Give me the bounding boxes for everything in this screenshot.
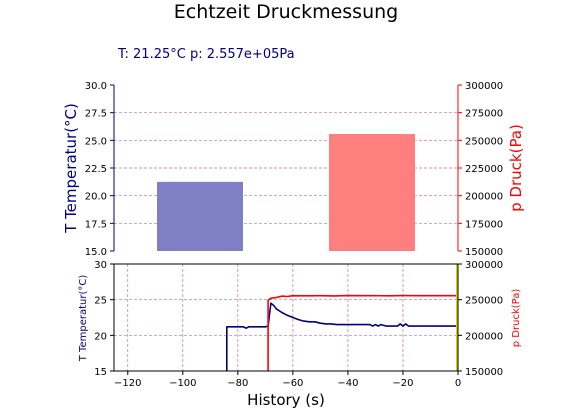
bottom-right-axis-label: p Druck(Pa) (511, 289, 522, 348)
bottom-left-tick-label: 25 (94, 296, 107, 307)
bottom-series (226, 264, 458, 371)
top-right-tick-label: 300000 (465, 81, 503, 92)
top-left-tick-label: 15.0 (85, 247, 107, 258)
bottom-grid (114, 264, 459, 371)
top-right-tick-label: 250000 (465, 136, 503, 147)
top-right-tick-label: 225000 (465, 164, 503, 175)
top-bars (157, 134, 415, 251)
bottom-x-tick-label: −80 (227, 378, 248, 389)
figure-title: Echtzeit Druckmessung (174, 1, 398, 23)
bottom-right-tick-label: 150000 (465, 367, 503, 378)
temperature-history-line (226, 302, 458, 371)
top-left-tick-label: 27.5 (85, 109, 107, 120)
pressure-history-line (267, 294, 458, 371)
top-left-tick-label: 20.0 (85, 192, 107, 203)
bottom-x-tick-label: −20 (392, 378, 413, 389)
bottom-axes: −120 −100 −80 −60 −40 −20 0 15 20 25 30 150000 20000… (94, 260, 503, 389)
bottom-x-tick-label: −100 (169, 378, 196, 389)
bottom-x-tick-label: −40 (337, 378, 358, 389)
top-right-axis-label: p Druck(Pa) (507, 124, 525, 212)
temperature-bar (157, 181, 243, 251)
bottom-left-axis-label: T Temperatur(°C) (78, 275, 89, 363)
bottom-x-axis-label: History (s) (247, 391, 325, 409)
bottom-right-tick-label: 300000 (465, 260, 503, 271)
top-left-tick-label: 17.5 (85, 219, 107, 230)
top-right-tick-label: 200000 (465, 192, 503, 203)
bottom-left-tick-label: 15 (94, 367, 107, 378)
top-left-tick-label: 30.0 (85, 81, 107, 92)
top-left-tick-label: 22.5 (85, 164, 107, 175)
top-right-tick-label: 275000 (465, 109, 503, 120)
live-readout: T: 21.25°C p: 2.557e+05Pa (117, 47, 295, 62)
pressure-bar (329, 134, 415, 251)
bottom-plot-frame (113, 263, 459, 372)
bottom-x-tick-label: −60 (282, 378, 303, 389)
bottom-right-tick-label: 200000 (465, 331, 503, 342)
bottom-left-tick-label: 30 (94, 260, 107, 271)
top-right-tick-label: 175000 (465, 219, 503, 230)
top-bar-chart: 15.0 17.5 20.0 22.5 25.0 27.5 30.0 150000 175000… (62, 81, 525, 258)
top-left-tick-label: 25.0 (85, 136, 107, 147)
top-left-axis-label: T Temperatur(°C) (62, 103, 80, 234)
bottom-line-chart: −120 −100 −80 −60 −40 −20 0 15 20 25 30 150000 20000… (78, 260, 522, 409)
bottom-right-tick-label: 250000 (465, 296, 503, 307)
top-axes: 15.0 17.5 20.0 22.5 25.0 27.5 30.0 150000 175000… (85, 81, 503, 258)
bottom-x-tick-label: −120 (114, 378, 141, 389)
bottom-left-tick-label: 20 (94, 331, 107, 342)
top-right-tick-label: 150000 (465, 247, 503, 258)
bottom-x-tick-label: 0 (455, 378, 461, 389)
